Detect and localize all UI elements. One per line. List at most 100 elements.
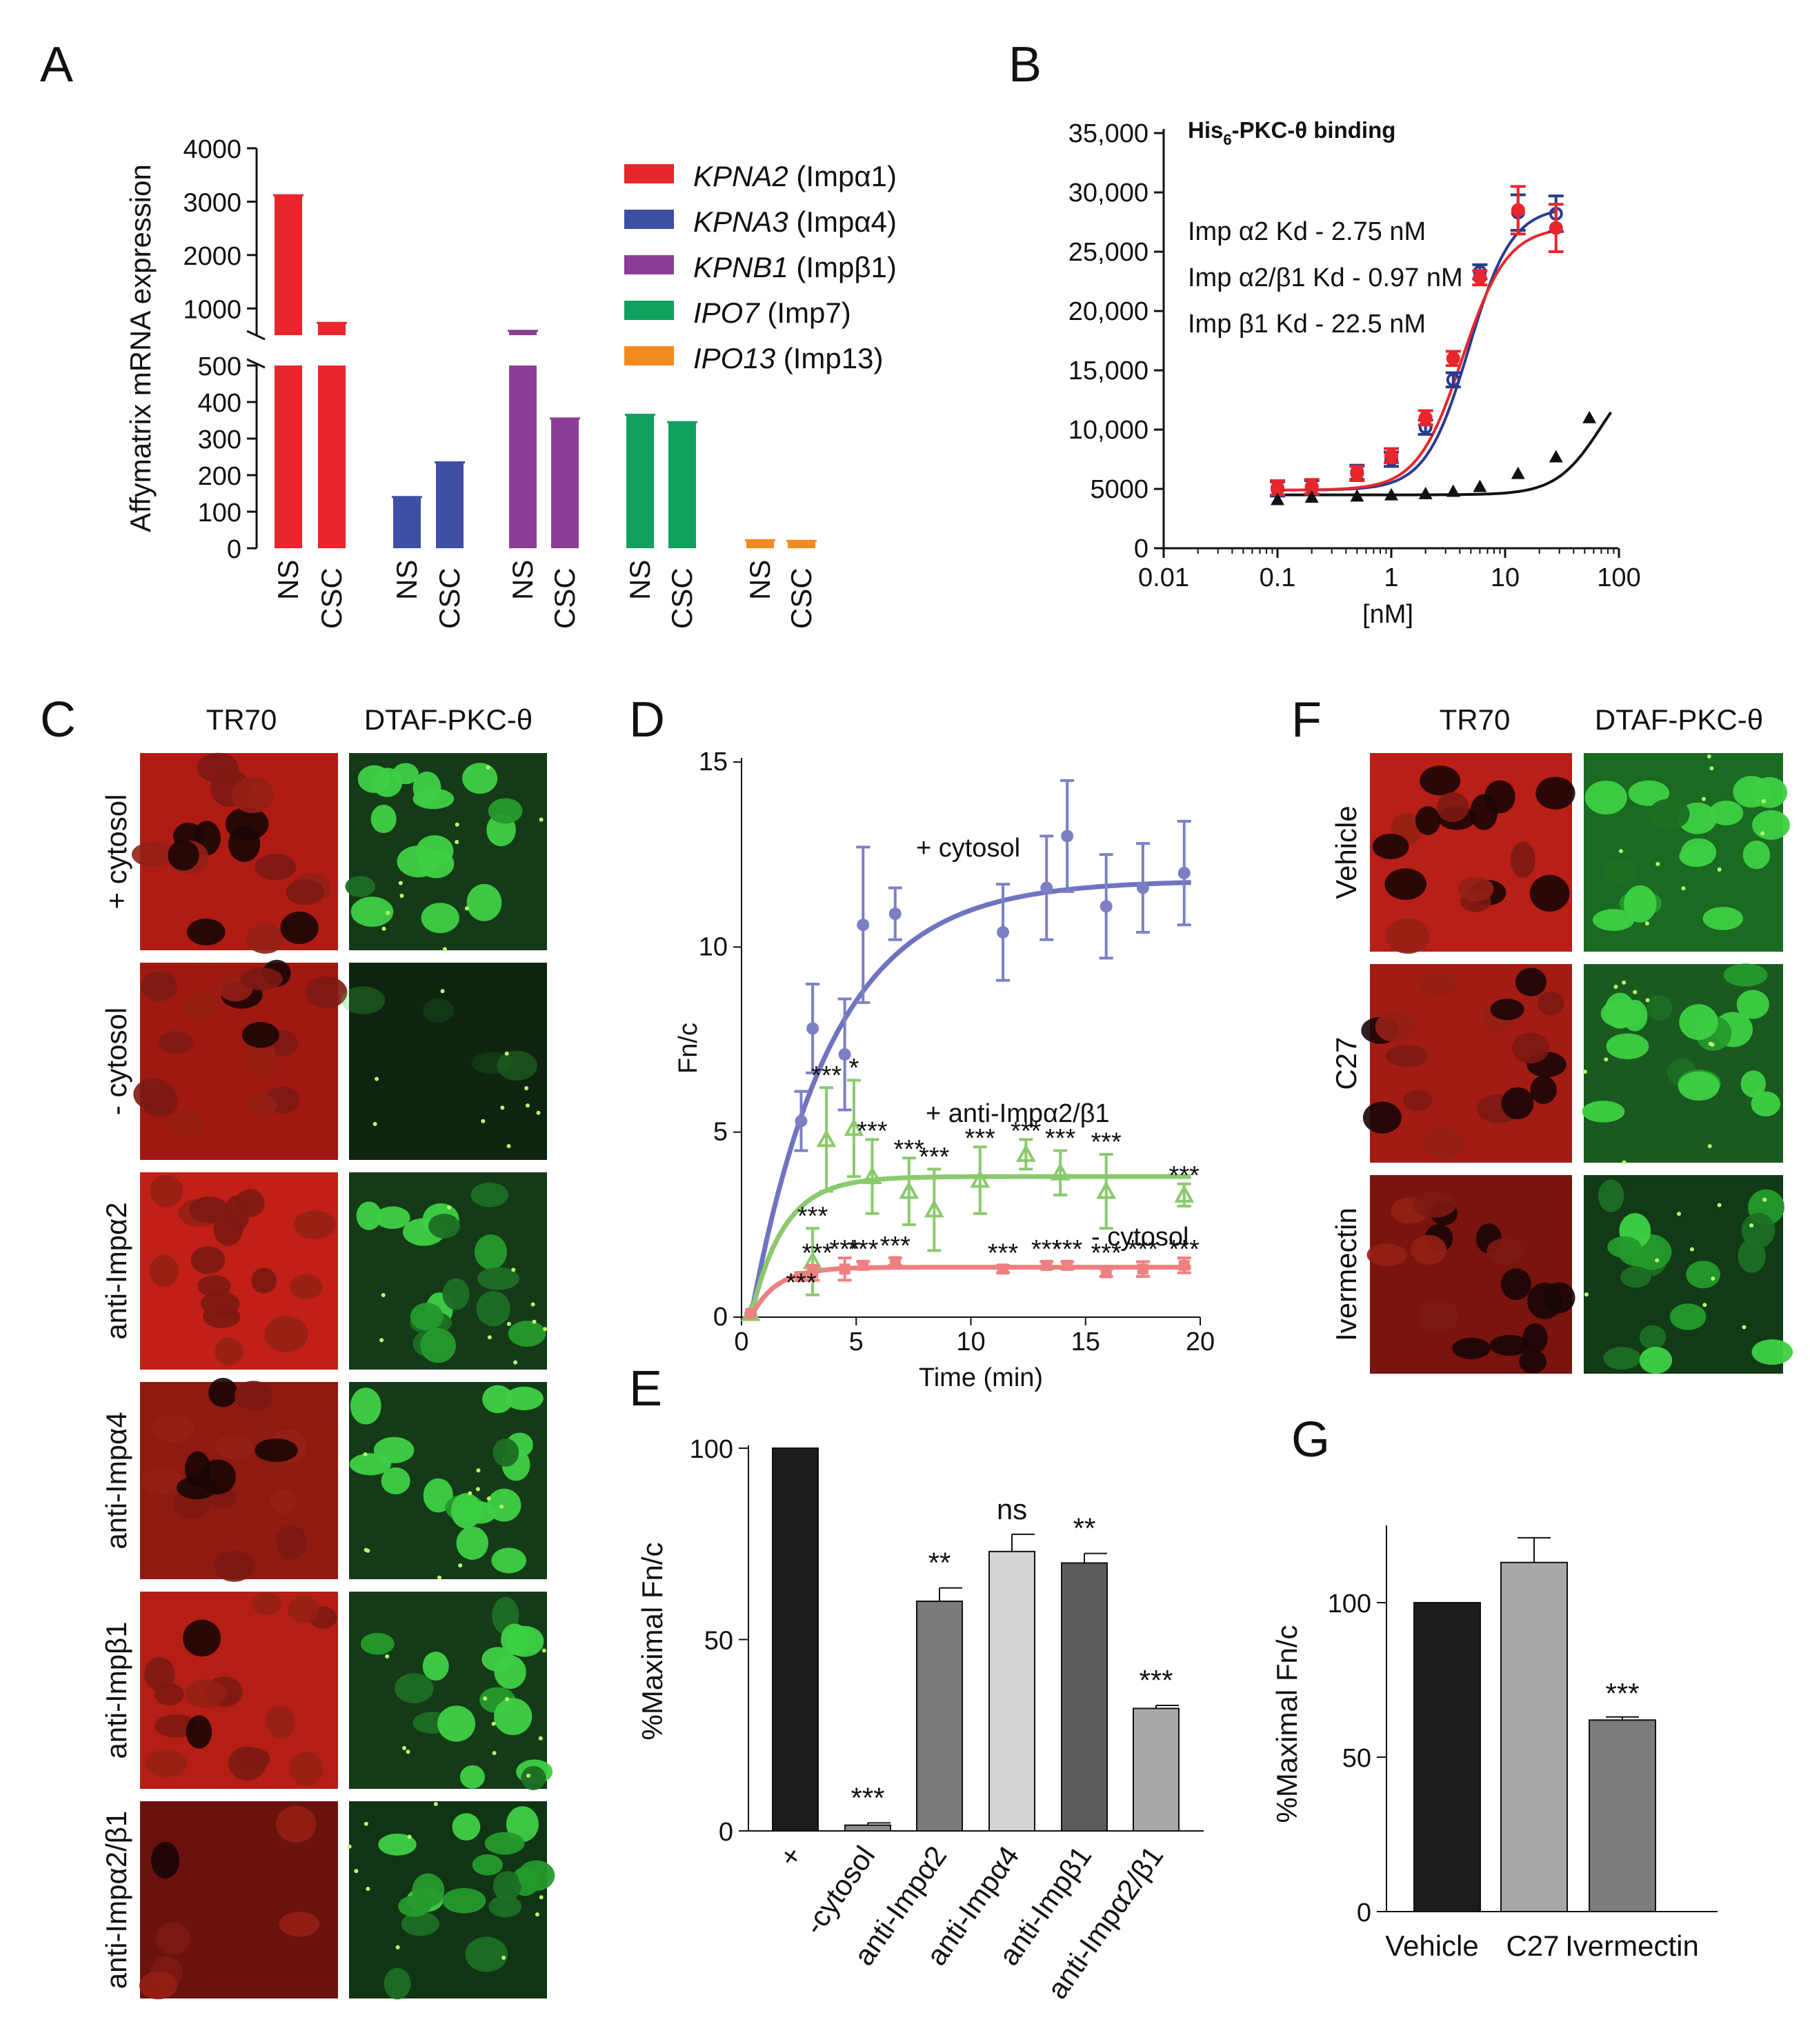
fluorescent-dot xyxy=(442,947,447,952)
data-point xyxy=(899,1181,919,1199)
cell xyxy=(471,1052,513,1074)
bar xyxy=(509,330,537,335)
significance-marker: *** xyxy=(1091,1239,1122,1268)
data-point xyxy=(1350,489,1364,502)
bar xyxy=(1061,1562,1108,1832)
fluorescent-dot xyxy=(1655,861,1660,866)
column-header: DTAF-PKC-θ xyxy=(364,703,533,736)
bar xyxy=(1133,1707,1180,1832)
cell xyxy=(1647,995,1673,1021)
cell xyxy=(1639,1325,1667,1350)
significance-marker: *** xyxy=(802,1239,833,1268)
x-tick-label: CSC xyxy=(666,568,698,629)
cell xyxy=(1681,838,1717,867)
chart-title: His6-PKC-θ binding xyxy=(1188,117,1395,148)
cell xyxy=(155,1922,191,1955)
cell xyxy=(508,1321,546,1347)
cell xyxy=(290,1274,323,1300)
data-point xyxy=(1350,466,1364,481)
fluorescent-dot xyxy=(487,1335,492,1340)
fluorescent-dot xyxy=(1711,1276,1715,1281)
cell xyxy=(214,1550,255,1582)
cell xyxy=(494,1698,533,1736)
data-point xyxy=(889,1256,901,1268)
cell xyxy=(350,896,394,927)
cell xyxy=(360,1632,395,1655)
cell xyxy=(1592,909,1635,931)
data-point xyxy=(1473,479,1487,492)
cell xyxy=(1723,963,1768,987)
cell xyxy=(279,1912,320,1937)
row-label: C27 xyxy=(1330,1036,1362,1090)
cell xyxy=(1500,1268,1531,1301)
cell xyxy=(398,1895,431,1917)
significance-marker: *** xyxy=(829,1235,860,1264)
y-tick-label: 50 xyxy=(1342,1744,1371,1773)
cell xyxy=(410,1303,444,1331)
legend-entry: Imp α2/β1 Kd - 0.97 nM xyxy=(1188,263,1463,292)
cell xyxy=(1537,991,1564,1016)
fit-curve xyxy=(1277,229,1557,492)
x-tick-label: 0 xyxy=(734,1327,748,1356)
cell xyxy=(169,1110,205,1137)
bar xyxy=(275,365,302,548)
cell xyxy=(184,1679,227,1708)
fluorescent-dot xyxy=(481,1119,486,1123)
bar xyxy=(772,1447,819,1832)
fluorescent-dot xyxy=(364,1547,368,1552)
column-header: TR70 xyxy=(206,703,277,736)
data-point xyxy=(1062,1259,1073,1271)
cell xyxy=(1751,1091,1780,1116)
y-tick-label: 1000 xyxy=(183,295,241,324)
cell xyxy=(280,911,319,945)
cell xyxy=(1419,1299,1459,1333)
data-point xyxy=(795,1270,807,1282)
significance-marker: *** xyxy=(797,1202,828,1231)
cell xyxy=(462,763,498,794)
fluorescent-dot xyxy=(538,1736,543,1741)
significance-marker: *** xyxy=(1169,1161,1200,1190)
cell xyxy=(1519,1350,1547,1374)
cell xyxy=(420,1327,456,1363)
fluorescent-dot xyxy=(1709,766,1714,771)
bar xyxy=(1413,1602,1481,1912)
cell xyxy=(228,1746,266,1781)
fluorescent-dot xyxy=(530,1302,535,1307)
cell xyxy=(1366,1243,1407,1266)
fluorescent-dot xyxy=(1742,1325,1747,1330)
y-tick-label: 100 xyxy=(690,1435,733,1464)
fluorescent-dot xyxy=(525,1103,530,1108)
y-axis-label: %Maximal Fn/c xyxy=(1271,1625,1303,1823)
significance-marker: *** xyxy=(786,1268,817,1297)
fluorescent-dot xyxy=(1717,867,1722,872)
cell xyxy=(1584,780,1627,815)
cell xyxy=(1606,1033,1649,1060)
fluorescent-dot xyxy=(1584,1292,1589,1297)
fluorescent-dot xyxy=(1604,1057,1609,1062)
fluorescent-dot xyxy=(500,1105,505,1110)
y-tick-label: 400 xyxy=(198,389,241,418)
fluorescent-dot xyxy=(1622,980,1627,985)
cell xyxy=(1740,1070,1766,1098)
cell xyxy=(497,1050,537,1081)
panel-letter-g: G xyxy=(1291,1412,1330,1467)
panel-letter-b: B xyxy=(1008,37,1042,92)
cell xyxy=(1679,1004,1718,1040)
fluorescent-dot xyxy=(526,1773,530,1778)
significance-marker: *** xyxy=(1011,1116,1042,1145)
cell xyxy=(145,1750,188,1777)
cell xyxy=(1535,776,1575,810)
cell xyxy=(187,918,226,945)
cell xyxy=(185,990,219,1020)
cell xyxy=(255,1438,298,1463)
data-point xyxy=(997,925,1010,939)
y-tick-label: 20,000 xyxy=(1068,297,1148,326)
x-tick-label: + xyxy=(773,1840,809,1872)
significance-marker: *** xyxy=(880,1232,911,1261)
fluorescent-dot xyxy=(381,926,386,931)
cell xyxy=(456,1526,488,1560)
row-label: anti-Impβ1 xyxy=(100,1621,132,1759)
row-label: anti-Impα2 xyxy=(100,1202,132,1339)
data-point xyxy=(1100,900,1113,913)
fluorescent-dot xyxy=(476,1468,481,1473)
